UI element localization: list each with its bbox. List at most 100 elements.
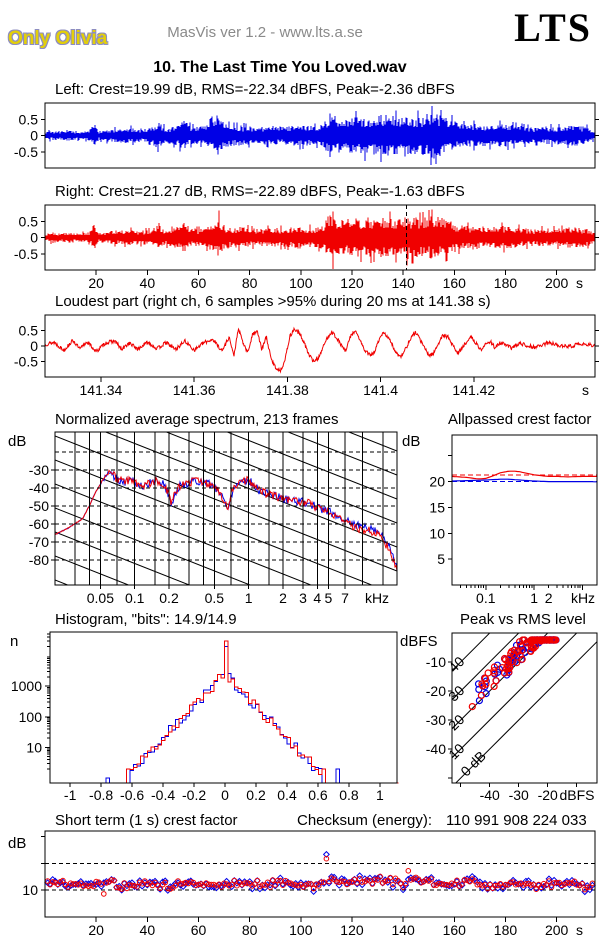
peak-rms-title: Peak vs RMS level <box>460 611 586 628</box>
peak-rms-y-label: dBFS <box>400 633 438 650</box>
histogram-title: Histogram, "bits": 14.9/14.9 <box>55 611 237 628</box>
right-channel-stats: Right: Crest=21.27 dB, RMS=-22.89 dBFS, … <box>55 183 465 200</box>
svg-text:-80: -80 <box>29 552 49 568</box>
app-version: MasVis ver 1.2 - www.lts.a.se <box>167 24 363 41</box>
svg-text:7: 7 <box>341 590 349 606</box>
svg-text:0.5: 0.5 <box>19 323 39 339</box>
svg-text:100: 100 <box>289 922 313 938</box>
svg-text:80: 80 <box>242 922 258 938</box>
svg-text:141.42: 141.42 <box>452 382 495 398</box>
svg-text:20: 20 <box>88 275 104 291</box>
svg-text:120: 120 <box>340 275 364 291</box>
svg-text:141.34: 141.34 <box>80 382 123 398</box>
svg-text:1: 1 <box>376 787 384 803</box>
svg-text:40: 40 <box>445 653 467 675</box>
checksum-label: Checksum (energy): <box>297 812 433 829</box>
svg-text:-20: -20 <box>538 787 558 803</box>
svg-text:140: 140 <box>391 275 415 291</box>
track-title: 10. The Last Time You Loved.wav <box>153 59 407 76</box>
svg-text:0.2: 0.2 <box>246 787 266 803</box>
svg-text:20: 20 <box>88 922 104 938</box>
svg-text:-0.5: -0.5 <box>14 246 38 262</box>
svg-text:15: 15 <box>429 499 445 515</box>
svg-text:30: 30 <box>445 682 467 704</box>
artist-logo: Only Olivia <box>8 28 108 49</box>
svg-text:60: 60 <box>191 275 207 291</box>
svg-text:40: 40 <box>140 922 156 938</box>
svg-text:-40: -40 <box>426 741 446 757</box>
svg-text:10: 10 <box>429 525 445 541</box>
svg-text:-20: -20 <box>426 683 446 699</box>
svg-text:-0.4: -0.4 <box>151 787 175 803</box>
svg-text:-0.8: -0.8 <box>89 787 113 803</box>
svg-text:s: s <box>576 275 583 291</box>
svg-text:-60: -60 <box>29 516 49 532</box>
left-channel-stats: Left: Crest=19.99 dB, RMS=-22.34 dBFS, P… <box>55 81 455 98</box>
svg-text:-30: -30 <box>29 462 49 478</box>
allpassed-crest-chart: 20 15 10 5 0.1 1 2 kHz <box>429 434 598 606</box>
svg-text:100: 100 <box>19 709 43 725</box>
spectrum-y-label: dB <box>8 433 27 450</box>
svg-text:0.6: 0.6 <box>308 787 328 803</box>
svg-text:10: 10 <box>26 739 42 755</box>
short-term-crest-chart: 10 20 40 60 80 100 120 140 160 180 200 s <box>22 830 596 938</box>
loudest-part-title: Loudest part (right ch, 6 samples >95% d… <box>55 293 491 310</box>
short-term-y-label: dB <box>8 835 27 852</box>
svg-text:-0.5: -0.5 <box>14 144 38 160</box>
svg-text:0: 0 <box>30 338 38 354</box>
svg-text:-0.5: -0.5 <box>14 354 38 370</box>
svg-text:0.8: 0.8 <box>339 787 359 803</box>
svg-text:dBFS: dBFS <box>559 787 594 803</box>
svg-text:80: 80 <box>242 275 258 291</box>
svg-text:-70: -70 <box>29 534 49 550</box>
checksum-value: 110 991 908 224 033 <box>446 812 587 829</box>
histogram-chart: 10 100 1000 -1 -0.8 -0.6 -0.4 -0.2 0 0.2 0.4 0.6 0.8… <box>11 631 399 803</box>
svg-text:s: s <box>576 922 583 938</box>
svg-text:3: 3 <box>299 590 307 606</box>
svg-text:-40: -40 <box>29 480 49 496</box>
spectrum-chart: -30 -40 -50 -60 -70 -80 0.05 0.1 0.2 0.5 1 2 3 4 5 7 kHz <box>29 431 398 606</box>
svg-text:0: 0 <box>30 230 38 246</box>
svg-text:2: 2 <box>545 590 553 606</box>
svg-text:160: 160 <box>443 922 467 938</box>
svg-text:100: 100 <box>289 275 313 291</box>
svg-text:-1: -1 <box>64 787 77 803</box>
histogram-y-label: n <box>10 633 19 650</box>
svg-text:kHz: kHz <box>365 590 389 606</box>
svg-text:200: 200 <box>545 275 569 291</box>
svg-text:4: 4 <box>313 590 321 606</box>
lts-logo: LTS <box>514 5 592 50</box>
loudest-part-chart: 0.50-0.5 141.34 141.36 141.38 141.4 141.42 s <box>14 314 599 398</box>
svg-text:180: 180 <box>494 275 518 291</box>
svg-text:20: 20 <box>445 711 467 733</box>
svg-text:5: 5 <box>324 590 332 606</box>
svg-text:-30: -30 <box>426 712 446 728</box>
svg-text:0.5: 0.5 <box>205 590 225 606</box>
svg-text:-40: -40 <box>480 787 500 803</box>
svg-text:0.1: 0.1 <box>476 590 496 606</box>
svg-text:140: 140 <box>391 922 415 938</box>
svg-text:120: 120 <box>340 922 364 938</box>
short-term-title: Short term (1 s) crest factor <box>55 812 238 829</box>
svg-text:2: 2 <box>279 590 287 606</box>
svg-text:20: 20 <box>429 474 445 490</box>
svg-text:0: 0 <box>221 787 229 803</box>
svg-text:0.4: 0.4 <box>277 787 297 803</box>
svg-text:s: s <box>582 382 589 398</box>
svg-text:-10: -10 <box>426 654 446 670</box>
svg-text:40: 40 <box>140 275 156 291</box>
svg-text:-0.6: -0.6 <box>120 787 144 803</box>
svg-text:200: 200 <box>545 922 569 938</box>
svg-text:1: 1 <box>245 590 253 606</box>
svg-text:180: 180 <box>494 922 518 938</box>
svg-text:-50: -50 <box>29 498 49 514</box>
allpassed-title: Allpassed crest factor <box>448 411 592 428</box>
svg-text:0.1: 0.1 <box>125 590 145 606</box>
left-waveform-chart: 0.50-0.5 <box>14 102 599 169</box>
allpassed-y-label: dB <box>402 433 421 450</box>
svg-text:kHz: kHz <box>571 590 595 606</box>
spectrum-title: Normalized average spectrum, 213 frames <box>55 411 339 428</box>
